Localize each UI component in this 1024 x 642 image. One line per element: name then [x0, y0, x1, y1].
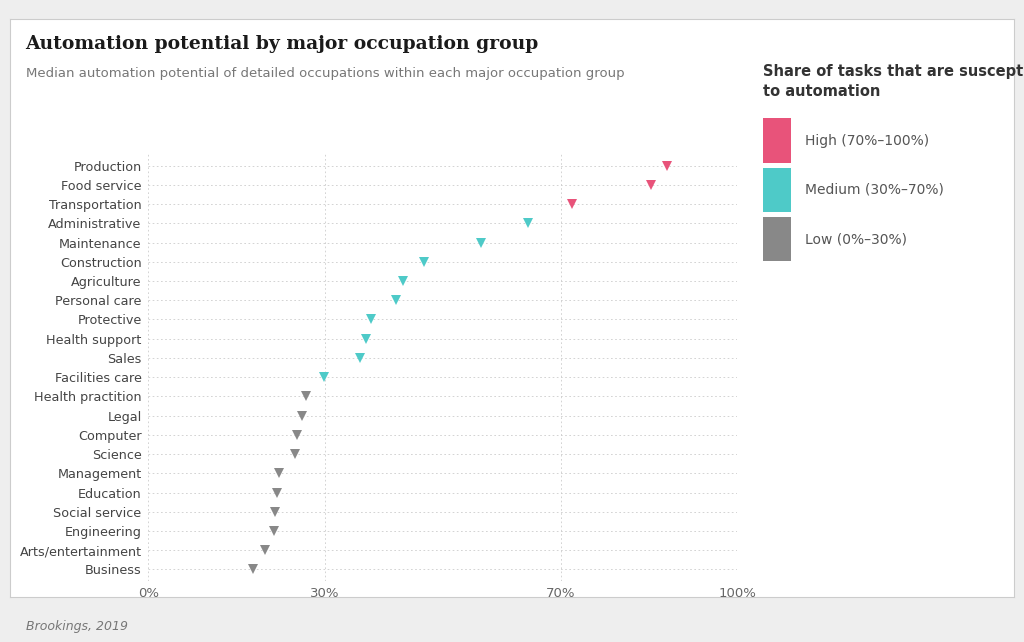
Text: Low (0%–30%): Low (0%–30%)	[805, 232, 907, 247]
Text: Medium (30%–70%): Medium (30%–70%)	[805, 183, 944, 197]
Text: Median automation potential of detailed occupations within each major occupation: Median automation potential of detailed …	[26, 67, 625, 80]
Text: Share of tasks that are susceptible
to automation: Share of tasks that are susceptible to a…	[763, 64, 1024, 99]
FancyBboxPatch shape	[763, 118, 792, 163]
Text: Automation potential by major occupation group: Automation potential by major occupation…	[26, 35, 539, 53]
Text: Brookings, 2019: Brookings, 2019	[26, 620, 128, 632]
FancyBboxPatch shape	[763, 217, 792, 261]
Text: High (70%–100%): High (70%–100%)	[805, 134, 930, 148]
FancyBboxPatch shape	[763, 168, 792, 212]
